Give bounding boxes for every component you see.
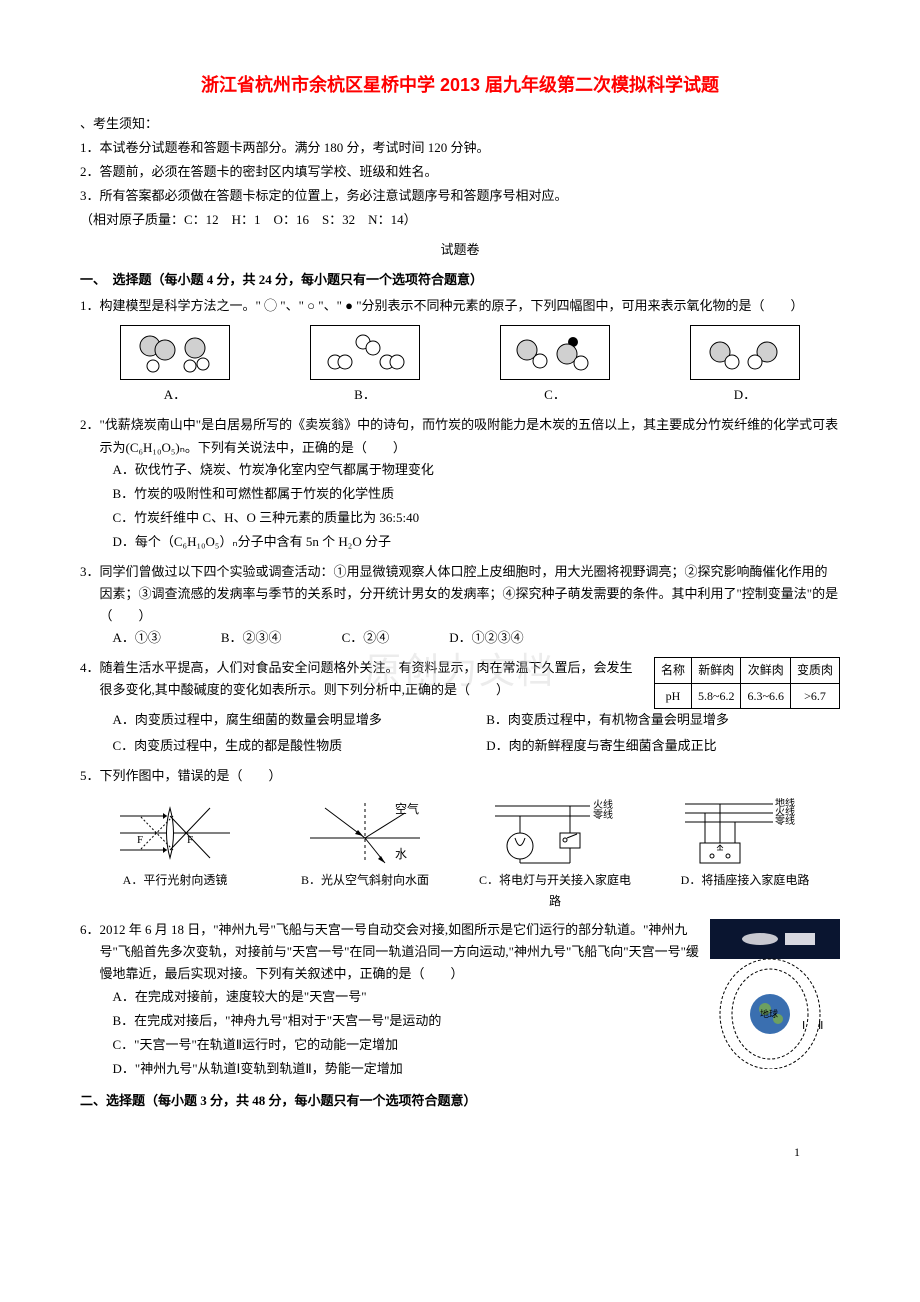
q1-option-d: D． bbox=[690, 325, 800, 406]
q5-label-b: B．光从空气斜射向水面 bbox=[288, 870, 443, 890]
table-cell: 名称 bbox=[654, 658, 691, 683]
question-5: 5．下列作图中，错误的是（ ） F F A．平 bbox=[80, 765, 840, 911]
table-cell: 次鲜肉 bbox=[741, 658, 791, 683]
q5-text: 5．下列作图中，错误的是（ ） bbox=[80, 765, 840, 787]
q3-text: 3．同学们曾做过以下四个实验或调查活动：①用显微镜观察人体口腔上皮细胞时，用大光… bbox=[80, 561, 840, 627]
q2-text: 2．"伐薪烧炭南山中"是白居易所写的《卖炭翁》中的诗句，而竹炭的吸附能力是木炭的… bbox=[80, 414, 840, 458]
q2-choices: A．砍伐竹子、烧炭、竹炭净化室内空气都属于物理变化 B．竹炭的吸附性和可燃性都属… bbox=[80, 459, 840, 553]
table-cell: 6.3~6.6 bbox=[741, 683, 791, 708]
section1-header: 一、 选择题（每小题 4 分，共 24 分，每小题只有一个选项符合题意） bbox=[80, 269, 840, 291]
q2-choice-a: A．砍伐竹子、烧炭、竹炭净化室内空气都属于物理变化 bbox=[113, 459, 841, 481]
q4-text: 4．随着生活水平提高，人们对食品安全问题格外关注。有资料显示，肉在常温下久置后，… bbox=[80, 657, 644, 701]
svg-text:Ⅰ: Ⅰ bbox=[802, 1020, 805, 1032]
q4-choice-b: B．肉变质过程中，有机物含量会明显增多 bbox=[486, 709, 840, 731]
q6-choice-b: B．在完成对接后，"神舟九号"相对于"天宫一号"是运动的 bbox=[113, 1010, 703, 1032]
q6-choice-d: D．"神州九号"从轨道Ⅰ变轨到轨道Ⅱ，势能一定增加 bbox=[113, 1058, 703, 1080]
q1-label-a: A． bbox=[164, 387, 186, 402]
q6-choices: A．在完成对接前，速度较大的是"天宫一号" B．在完成对接后，"神舟九号"相对于… bbox=[80, 986, 702, 1080]
table-cell: pH bbox=[654, 683, 691, 708]
subtitle: 试题卷 bbox=[80, 239, 840, 261]
table-row: 名称 新鲜肉 次鲜肉 变质肉 bbox=[654, 658, 839, 683]
q6-text: 6．2012 年 6 月 18 日，"神州九号"飞船与天宫一号自动交会对接,如图… bbox=[80, 919, 702, 985]
q4-table: 名称 新鲜肉 次鲜肉 变质肉 pH 5.8~6.2 6.3~6.6 >6.7 bbox=[654, 657, 840, 709]
q1-option-c: C． bbox=[500, 325, 610, 406]
question-4: 4．随着生活水平提高，人们对食品安全问题格外关注。有资料显示，肉在常温下久置后，… bbox=[80, 657, 840, 757]
instruction-line: 3．所有答案都必须做在答题卡标定的位置上，务必注意试题序号和答题序号相对应。 bbox=[80, 185, 840, 207]
q1-diagram-c bbox=[500, 325, 610, 380]
svg-text:F: F bbox=[187, 834, 193, 846]
table-row: pH 5.8~6.2 6.3~6.6 >6.7 bbox=[654, 683, 839, 708]
question-1: 1．构建模型是科学方法之一。" ◯ "、" ○ "、" ● "分别表示不同种元素… bbox=[80, 295, 840, 406]
q1-option-a: A． bbox=[120, 325, 230, 406]
instruction-line: 1．本试卷分试题卷和答题卡两部分。满分 180 分，考试时间 120 分钟。 bbox=[80, 137, 840, 159]
question-6: 6．2012 年 6 月 18 日，"神州九号"飞船与天宫一号自动交会对接,如图… bbox=[80, 919, 840, 1082]
svg-text:空气: 空气 bbox=[395, 801, 419, 816]
q5-label-d: D．将插座接入家庭电路 bbox=[668, 870, 823, 890]
question-3: 3．同学们曾做过以下四个实验或调查活动：①用显微镜观察人体口腔上皮细胞时，用大光… bbox=[80, 561, 840, 649]
q4-choices: A．肉变质过程中，腐生细菌的数量会明显增多 B．肉变质过程中，有机物含量会明显增… bbox=[80, 709, 840, 757]
q5-option-b: 空气 水 B．光从空气斜射向水面 bbox=[288, 795, 443, 890]
instruction-line: （相对原子质量：C：12 H：1 O：16 S：32 N：14） bbox=[80, 209, 840, 231]
q2-choice-d: D．每个（C₆H₁₀O₅）ₙ分子中含有 5n 个 H₂O 分子 bbox=[113, 531, 841, 553]
q3-choice-d: D．①②③④ bbox=[449, 627, 523, 649]
q3-choice-c: C．②④ bbox=[342, 627, 390, 649]
svg-text:零线: 零线 bbox=[593, 808, 613, 821]
q6-diagram: 地球 Ⅰ Ⅱ bbox=[710, 919, 840, 1082]
q1-label-b: B． bbox=[354, 387, 376, 402]
table-cell: 新鲜肉 bbox=[691, 658, 741, 683]
q5-label-a: A．平行光射向透镜 bbox=[98, 870, 253, 890]
instructions-header: 、考生须知： bbox=[80, 113, 840, 135]
table-cell: >6.7 bbox=[790, 683, 839, 708]
q5-option-d: 地线 火线 零线 D．将插座接入家庭电路 bbox=[668, 795, 823, 890]
svg-text:Ⅱ: Ⅱ bbox=[818, 1020, 823, 1032]
question-2: 2．"伐薪烧炭南山中"是白居易所写的《卖炭翁》中的诗句，而竹炭的吸附能力是木炭的… bbox=[80, 414, 840, 553]
instruction-line: 2．答题前，必须在答题卡的密封区内填写学校、班级和姓名。 bbox=[80, 161, 840, 183]
q6-choice-a: A．在完成对接前，速度较大的是"天宫一号" bbox=[113, 986, 703, 1008]
q2-choice-c: C．竹炭纤维中 C、H、O 三种元素的质量比为 36:5:40 bbox=[113, 507, 841, 529]
q5-label-c: C．将电灯与开关接入家庭电路 bbox=[478, 870, 633, 911]
q1-options: A． B． bbox=[80, 325, 840, 406]
q6-choice-c: C．"天宫一号"在轨道Ⅱ运行时，它的动能一定增加 bbox=[113, 1034, 703, 1056]
q4-choice-d: D．肉的新鲜程度与寄生细菌含量成正比 bbox=[486, 735, 840, 757]
q3-choice-b: B．②③④ bbox=[221, 627, 282, 649]
q1-diagram-d bbox=[690, 325, 800, 380]
page-number: 1 bbox=[80, 1142, 840, 1162]
svg-text:水: 水 bbox=[395, 847, 407, 861]
svg-text:地球: 地球 bbox=[760, 1008, 778, 1019]
q1-text: 1．构建模型是科学方法之一。" ◯ "、" ○ "、" ● "分别表示不同种元素… bbox=[80, 295, 840, 317]
section2-header: 二、选择题（每小题 3 分，共 48 分，每小题只有一个选项符合题意） bbox=[80, 1090, 840, 1112]
q4-choice-a: A．肉变质过程中，腐生细菌的数量会明显增多 bbox=[113, 709, 467, 731]
q1-label-d: D． bbox=[734, 387, 756, 402]
exam-title: 浙江省杭州市余杭区星桥中学 2013 届九年级第二次模拟科学试题 bbox=[80, 70, 840, 101]
q1-diagram-a bbox=[120, 325, 230, 380]
svg-text:F: F bbox=[137, 834, 143, 846]
table-cell: 变质肉 bbox=[790, 658, 839, 683]
q1-diagram-b bbox=[310, 325, 420, 380]
table-cell: 5.8~6.2 bbox=[691, 683, 741, 708]
q3-choice-a: A．①③ bbox=[113, 627, 161, 649]
q2-choice-b: B．竹炭的吸附性和可燃性都属于竹炭的化学性质 bbox=[113, 483, 841, 505]
q5-diagrams: F F A．平行光射向透镜 空气 水 B．光从 bbox=[80, 795, 840, 911]
q1-label-c: C． bbox=[544, 387, 566, 402]
instructions-block: 、考生须知： 1．本试卷分试题卷和答题卡两部分。满分 180 分，考试时间 12… bbox=[80, 113, 840, 231]
q4-choice-c: C．肉变质过程中，生成的都是酸性物质 bbox=[113, 735, 467, 757]
q5-option-a: F F A．平行光射向透镜 bbox=[98, 795, 253, 890]
svg-text:零线: 零线 bbox=[775, 814, 795, 827]
q5-option-c: 火线 零线 C．将电灯与开关接入家庭电路 bbox=[478, 795, 633, 911]
q1-option-b: B． bbox=[310, 325, 420, 406]
q3-choices: A．①③ B．②③④ C．②④ D．①②③④ bbox=[80, 627, 840, 649]
